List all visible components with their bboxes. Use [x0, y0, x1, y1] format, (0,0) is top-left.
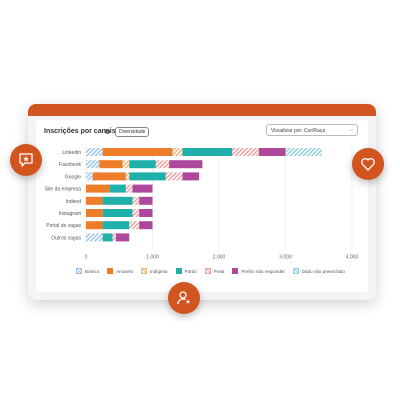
- info-icon[interactable]: i: [105, 129, 110, 134]
- legend-label: Dado não preenchido: [301, 268, 345, 274]
- bar-segment[interactable]: [86, 221, 103, 230]
- legend-label: Branco: [85, 268, 100, 274]
- bar-segment[interactable]: [102, 233, 113, 242]
- bar-segment[interactable]: [182, 148, 233, 156]
- chart-header: Inscrições por canais i Diversidade Visu…: [44, 124, 358, 142]
- legend-label: Prefiro não responder: [241, 268, 285, 274]
- bar-segment[interactable]: [165, 172, 183, 181]
- y-category-label: Indeed: [66, 199, 82, 205]
- stacked-bar-chart: 0 1.000 2.000 3.000 4.000 Linkedin Facebook Goo…: [45, 146, 359, 261]
- x-tick-label: 2.000: [213, 255, 226, 261]
- legend-swatch: [292, 268, 299, 274]
- bar-segment[interactable]: [122, 160, 130, 169]
- bar-segment[interactable]: [169, 160, 203, 169]
- bar-segment[interactable]: [139, 209, 153, 217]
- bar-segment[interactable]: [86, 196, 103, 205]
- x-tick-label: 3.000: [279, 255, 292, 261]
- bar-segment[interactable]: [86, 172, 93, 181]
- legend-swatch: [204, 268, 211, 274]
- bar-segment[interactable]: [92, 172, 126, 181]
- y-category-label: Portal de vagas: [46, 223, 81, 229]
- x-tick-label: 0: [85, 255, 88, 261]
- bar-segment[interactable]: [129, 160, 156, 169]
- y-category-label: Linkedin: [62, 150, 81, 156]
- bar-segment[interactable]: [86, 148, 103, 156]
- y-category-label: Site da empresa: [45, 187, 82, 193]
- legend-item[interactable]: Prefiro não responder: [232, 268, 285, 274]
- view-by-select[interactable]: Visualizar por: Cor/Raça ⌵: [266, 124, 358, 136]
- bar-segment[interactable]: [125, 184, 133, 193]
- bar-segment[interactable]: [132, 196, 140, 205]
- bar-segment[interactable]: [102, 209, 133, 217]
- bar-segment[interactable]: [129, 221, 140, 230]
- bar-segment[interactable]: [112, 233, 116, 242]
- bar-segment[interactable]: [102, 148, 173, 156]
- legend-item[interactable]: Pardo: [175, 268, 197, 274]
- view-by-select-value: Visualizar por: Cor/Raça: [271, 128, 326, 134]
- y-category-label: Outros vagas: [51, 235, 81, 241]
- chart-legend: Branco Amarelo Indígena Pardo Preta Prefiro n…: [76, 268, 345, 274]
- legend-swatch: [175, 268, 182, 274]
- legend-label: Pardo: [184, 268, 197, 274]
- bar-segment[interactable]: [182, 172, 200, 181]
- bar-segment[interactable]: [102, 221, 130, 230]
- diversity-chart-card: Inscrições por canais i Diversidade Visu…: [28, 104, 376, 300]
- bar-segment[interactable]: [115, 233, 130, 242]
- bar-segment[interactable]: [285, 148, 323, 156]
- chevron-down-icon: ⌵: [349, 127, 353, 133]
- bar-segment[interactable]: [86, 184, 110, 193]
- bar-segment[interactable]: [258, 148, 286, 156]
- legend-label: Indígena: [150, 268, 168, 274]
- bar-segment[interactable]: [86, 233, 103, 242]
- y-category-label: Facebook: [59, 162, 81, 168]
- bar-segment[interactable]: [155, 160, 170, 169]
- legend-swatch: [76, 268, 82, 274]
- x-tick-label: 4.000: [346, 255, 359, 261]
- x-tick-label: 1.000: [146, 255, 159, 261]
- bar-segment[interactable]: [172, 148, 183, 156]
- legend-swatch: [232, 268, 239, 274]
- bar-segment[interactable]: [129, 172, 166, 181]
- legend-item[interactable]: Branco: [76, 268, 99, 274]
- bar-segment[interactable]: [232, 148, 259, 156]
- y-category-label: Google: [65, 174, 81, 180]
- bar-segment[interactable]: [139, 221, 153, 230]
- bar-segment[interactable]: [132, 209, 140, 217]
- legend-item[interactable]: Indígena: [141, 268, 168, 274]
- bar-segment[interactable]: [86, 209, 103, 217]
- bar-segment[interactable]: [132, 184, 153, 193]
- bar-segment[interactable]: [139, 196, 153, 205]
- legend-item[interactable]: Preta: [204, 268, 225, 274]
- chat-star-icon: [10, 144, 42, 176]
- y-category-label: Instagram: [59, 211, 81, 217]
- bar-segment[interactable]: [125, 172, 130, 181]
- legend-item[interactable]: Amarelo: [107, 268, 133, 274]
- user-star-icon: [168, 282, 200, 314]
- diversity-badge: Diversidade: [115, 127, 150, 137]
- legend-swatch: [107, 268, 114, 274]
- card-accent-bar: [28, 104, 376, 116]
- bar-segment[interactable]: [99, 160, 123, 169]
- legend-label: Preta: [213, 268, 225, 274]
- legend-item[interactable]: Dado não preenchido: [292, 268, 345, 274]
- chart-title: Inscrições por canais: [44, 128, 116, 135]
- heart-icon: [352, 148, 384, 180]
- chart-panel: Inscrições por canais i Diversidade Visu…: [36, 120, 368, 292]
- bar-segment[interactable]: [102, 196, 133, 205]
- bar-segment[interactable]: [109, 184, 126, 193]
- bar-segment[interactable]: [86, 160, 100, 169]
- legend-label: Amarelo: [116, 268, 134, 274]
- legend-swatch: [141, 268, 148, 274]
